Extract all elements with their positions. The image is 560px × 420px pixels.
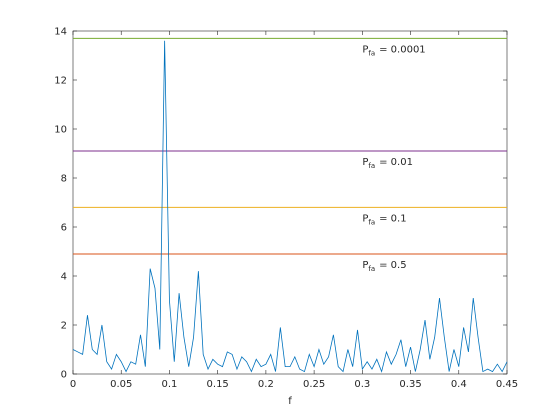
x-tick-label: 0 [70,379,76,390]
x-tick-label: 0.35 [399,379,421,390]
subscript: fa [368,265,375,273]
y-tick-label: 8 [61,174,67,185]
x-tick-label: 0.25 [303,379,325,390]
x-tick-label: 0.45 [496,379,518,390]
x-tick-label: 0.15 [207,379,229,390]
y-tick-label: 2 [61,321,67,332]
threshold-label: Pfa = 0.5 [362,260,406,273]
axes-box [72,30,508,375]
y-tick-label: 14 [54,27,67,38]
threshold-value: = 0.0001 [379,44,426,55]
subscript: fa [368,162,375,170]
threshold-label: Pfa = 0.0001 [362,44,425,57]
subscript: fa [368,49,375,57]
symbol: P [362,44,368,55]
threshold-label: Pfa = 0.01 [362,157,413,170]
y-tick-label: 10 [54,125,67,136]
series-line [72,40,508,373]
symbol: P [362,260,368,271]
threshold-label: Pfa = 0.1 [362,213,406,226]
threshold-value: = 0.1 [379,213,406,224]
x-tick-label: 0.3 [354,379,370,390]
x-tick-label: 0.2 [258,379,274,390]
x-tick-label: 0.05 [110,379,132,390]
symbol: P [362,157,368,168]
x-tick-label: 0.1 [161,379,177,390]
symbol: P [362,213,368,224]
y-tick-label: 12 [54,76,67,87]
y-tick-label: 0 [61,370,67,381]
x-axis-label: f [288,396,292,407]
x-tick-label: 0.4 [451,379,467,390]
threshold-value: = 0.5 [379,260,406,271]
subscript: fa [368,218,375,226]
y-tick-label: 4 [61,272,67,283]
y-tick-label: 6 [61,223,67,234]
threshold-value: = 0.01 [379,157,413,168]
